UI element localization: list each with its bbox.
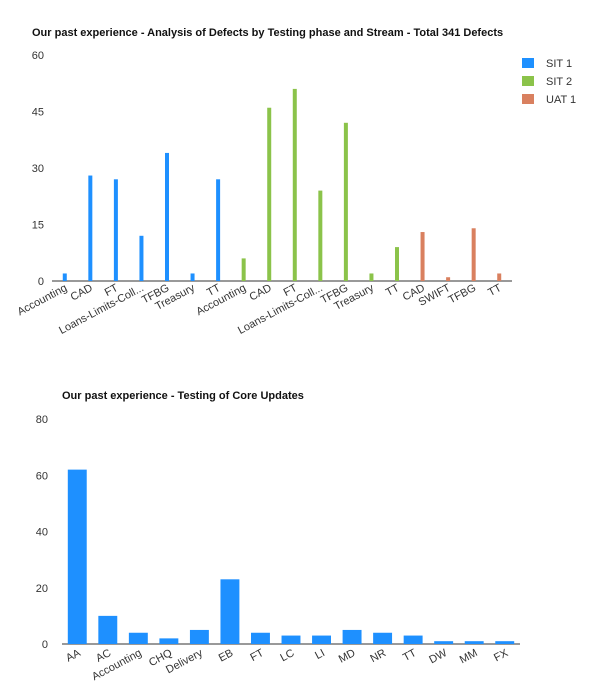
chart2-x-tick-label: LC: [278, 647, 296, 664]
chart2-bar: [312, 635, 331, 644]
chart1-x-tick-label: Accounting: [194, 282, 248, 318]
chart1-legend-swatch: [522, 94, 534, 104]
chart1-x-tick-label: TT: [205, 282, 223, 299]
chart1-bar: [165, 152, 169, 281]
chart2-bar: [495, 641, 515, 644]
chart2-bars: [67, 469, 515, 644]
chart1-x-tick-label: CAD: [247, 282, 273, 304]
chart1-bar: [139, 235, 144, 281]
chart1-bar: [241, 258, 246, 281]
chart1-bar: [292, 88, 297, 282]
chart1-title: Our past experience - Analysis of Defect…: [32, 27, 503, 39]
chart2-bar: [434, 641, 454, 644]
chart1-legend-swatch: [522, 76, 534, 86]
chart2-x-tick-label: DW: [427, 647, 449, 666]
chart1-x-axis-labels: Accounting CAD FTLoans-Limits-Coll...TFBGT…: [15, 282, 503, 337]
chart1-bar: [318, 190, 323, 281]
chart1-y-tick-label: 30: [32, 163, 44, 175]
chart1-x-tick-label: FT: [103, 282, 121, 299]
chart1-y-tick-label: 15: [32, 220, 44, 232]
chart2-x-tick-label: LI: [313, 647, 327, 662]
chart1-x-tick-label: FT: [282, 282, 300, 299]
chart1-bar: [369, 273, 374, 281]
chart2-x-tick-label: MD: [337, 647, 358, 666]
chart1-legend-label: UAT 1: [546, 94, 576, 106]
chart1-y-tick-label: 60: [32, 50, 44, 62]
chart2-y-tick-label: 60: [36, 470, 48, 482]
chart2-bar: [251, 632, 270, 644]
chart2-y-tick-label: 40: [36, 527, 48, 539]
chart2-bar: [159, 638, 179, 644]
chart1-bar: [395, 247, 399, 281]
chart2-bar: [373, 632, 393, 644]
chart1-bar: [343, 122, 348, 281]
chart1-bar: [420, 232, 425, 281]
chart1-bars: [62, 88, 502, 282]
chart1-x-tick-label: Loans-Limits-Coll...: [57, 282, 146, 337]
chart1-bar: [113, 179, 118, 281]
chart2-x-tick-label: FT: [248, 647, 266, 664]
chart1-bar: [216, 179, 221, 281]
chart2-bar: [98, 615, 118, 644]
chart1-bar: [62, 273, 67, 281]
chart1-bar: [446, 277, 451, 281]
chart2-y-tick-label: 0: [42, 639, 48, 651]
chart1-legend-swatch: [522, 58, 534, 68]
chart1-x-tick-label: TT: [486, 282, 504, 299]
chart2-x-tick-label: EB: [217, 647, 236, 664]
chart2-x-tick-label: FX: [492, 647, 511, 665]
chart2-bar: [281, 635, 301, 644]
chart1-legend-label: SIT 1: [546, 58, 572, 70]
chart1-y-tick-label: 45: [32, 107, 44, 119]
chart2-y-tick-label: 80: [36, 414, 48, 426]
chart2-bar: [189, 629, 209, 644]
chart1-x-tick-label: TT: [384, 282, 402, 299]
chart1-y-tick-label: 0: [38, 276, 44, 288]
chart2-bar: [464, 641, 484, 644]
chart1-legend: SIT 1 SIT 2 UAT 1: [522, 58, 576, 106]
chart2-x-tick-label: MM: [458, 647, 480, 666]
core-updates-chart: Our past experience - Testing of Core Up…: [36, 390, 520, 683]
chart1-bar: [190, 273, 195, 281]
chart2-x-tick-label: TT: [401, 647, 419, 664]
chart1-x-tick-label: TFBG: [447, 282, 479, 306]
chart1-bar: [267, 107, 272, 281]
chart1-bar: [471, 228, 476, 281]
chart1-bar: [88, 175, 93, 281]
chart2-bar: [403, 635, 423, 644]
chart1-y-axis: 60 45 30 15 0: [32, 50, 44, 288]
chart2-bar: [342, 629, 362, 644]
defects-chart: Our past experience - Analysis of Defect…: [15, 27, 576, 337]
chart2-bar: [67, 469, 87, 644]
chart2-title: Our past experience - Testing of Core Up…: [62, 390, 304, 402]
chart2-x-tick-label: AA: [64, 647, 83, 665]
chart2-y-axis: 80 60 40 20 0: [36, 414, 48, 651]
chart1-legend-label: SIT 2: [546, 76, 572, 88]
chart1-x-tick-label: CAD: [69, 282, 95, 304]
chart2-bar: [220, 579, 240, 644]
chart1-x-tick-label: Loans-Limits-Coll...: [236, 282, 325, 337]
chart2-x-tick-label: NR: [368, 647, 388, 665]
chart1-bar: [497, 273, 502, 281]
chart2-y-tick-label: 20: [36, 583, 48, 595]
chart2-bar: [128, 632, 148, 644]
